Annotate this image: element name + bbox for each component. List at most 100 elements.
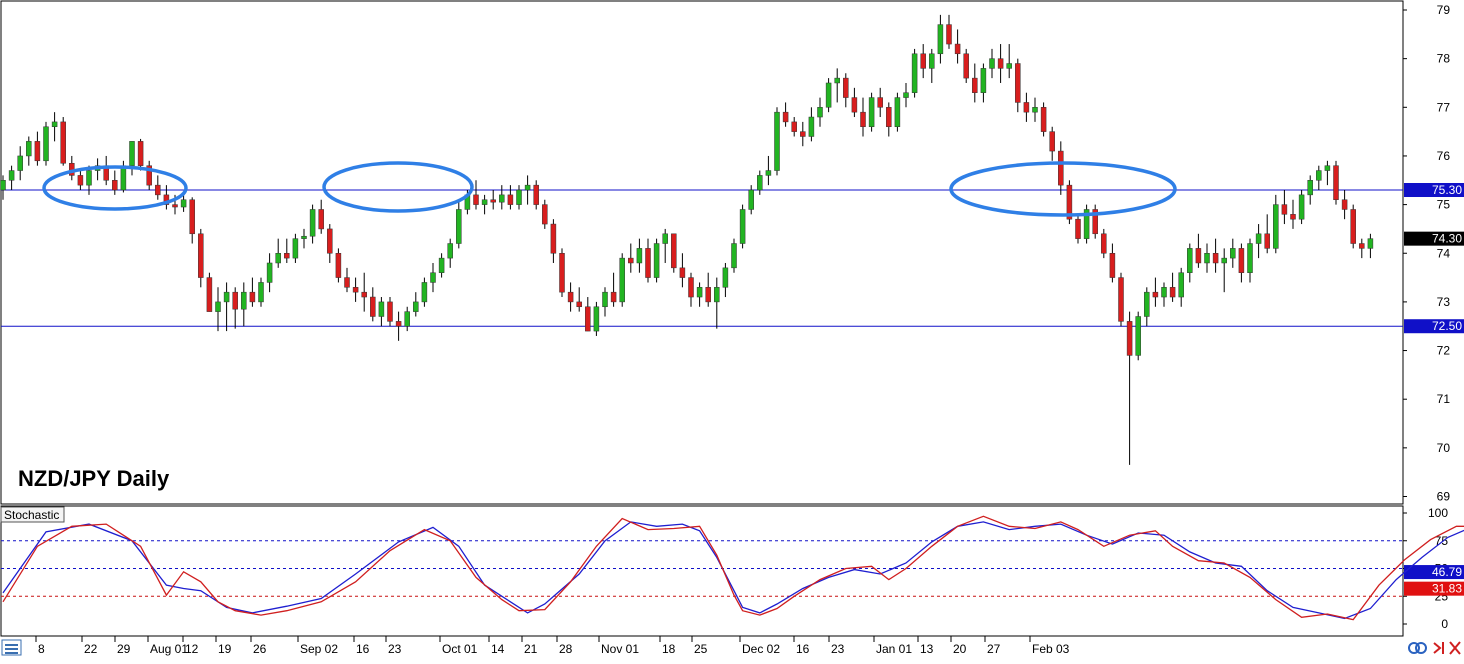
time-tick-label: 16: [356, 642, 370, 656]
candle-body: [1058, 151, 1063, 185]
candle-body: [1325, 166, 1330, 171]
candle-body: [878, 98, 883, 108]
candle-body: [336, 253, 341, 277]
candle-body: [353, 287, 358, 292]
candle-body: [990, 59, 995, 69]
candle-body: [87, 171, 92, 186]
menu-icon-bar: [5, 648, 18, 650]
candle-body: [706, 287, 711, 302]
candle-body: [1282, 205, 1287, 215]
stochastic-value-label: 46.79: [1432, 565, 1462, 579]
candle-body: [207, 278, 212, 312]
time-tick-label: Feb 03: [1032, 642, 1070, 656]
candle-body: [250, 292, 255, 302]
candle-body: [422, 282, 427, 301]
candle-body: [1248, 244, 1253, 273]
time-tick-label: 16: [796, 642, 810, 656]
candle-body: [388, 302, 393, 321]
price-tick-label: 78: [1437, 52, 1451, 66]
candle-body: [792, 122, 797, 132]
candle-body: [1316, 171, 1321, 181]
candle-body: [732, 244, 737, 268]
candle-body: [9, 171, 14, 181]
candle-body: [413, 302, 418, 312]
candle-body: [431, 273, 436, 283]
time-tick-label: Jan 01: [876, 642, 912, 656]
candle-body: [869, 98, 874, 127]
price-tick-label: 76: [1437, 149, 1451, 163]
candle-body: [1041, 107, 1046, 131]
candle-body: [835, 78, 840, 83]
candle-body: [714, 287, 719, 302]
candle-body: [921, 54, 926, 69]
candle-body: [345, 278, 350, 288]
time-tick-label: 14: [491, 642, 505, 656]
time-tick-label: 23: [388, 642, 402, 656]
stochastic-tick-label: 100: [1428, 506, 1448, 520]
candle-body: [482, 200, 487, 205]
time-tick-label: Sep 02: [300, 642, 338, 656]
price-tick-label: 72: [1437, 344, 1451, 358]
candle-body: [654, 244, 659, 278]
candle-body: [663, 234, 668, 244]
candle-body: [1256, 234, 1261, 244]
candle-body: [405, 312, 410, 327]
candle-body: [293, 239, 298, 258]
candle-body: [1239, 248, 1244, 272]
candle-body: [525, 185, 530, 190]
candle-body: [560, 253, 565, 292]
candle-body: [929, 54, 934, 69]
candle-body: [439, 258, 444, 273]
candle-body: [1050, 132, 1055, 151]
candle-body: [1170, 287, 1175, 297]
candle-body: [1265, 234, 1270, 249]
candle-body: [233, 292, 238, 309]
candle-body: [190, 200, 195, 234]
candle-body: [18, 156, 23, 171]
candle-body: [362, 292, 367, 297]
price-tick-label: 77: [1437, 100, 1451, 114]
candle-body: [216, 302, 221, 312]
candle-body: [1342, 200, 1347, 210]
candle-body: [1007, 64, 1012, 69]
candle-body: [585, 307, 590, 331]
candle-body: [766, 171, 771, 176]
candle-body: [938, 25, 943, 54]
candle-body: [680, 268, 685, 278]
price-tick-label: 70: [1437, 441, 1451, 455]
chart-title: NZD/JPY Daily: [18, 466, 170, 491]
candle-body: [1368, 239, 1373, 249]
candle-body: [757, 175, 762, 190]
candle-body: [1144, 292, 1149, 316]
candle-body: [181, 200, 186, 207]
candle-body: [800, 132, 805, 137]
time-tick-label: Dec 02: [742, 642, 780, 656]
candle-body: [448, 244, 453, 259]
time-tick-label: 12: [185, 642, 199, 656]
time-tick-label: Oct 01: [442, 642, 478, 656]
candle-body: [697, 287, 702, 297]
candle-body: [52, 122, 57, 127]
candle-body: [508, 195, 513, 205]
price-tick-label: 74: [1437, 246, 1451, 260]
candle-body: [319, 209, 324, 228]
candle-body: [904, 93, 909, 98]
candle-body: [138, 141, 143, 165]
menu-icon-bar: [5, 644, 18, 646]
candle-body: [551, 224, 556, 253]
candle-body: [981, 68, 986, 92]
candle-body: [1033, 107, 1038, 112]
candle-body: [740, 209, 745, 243]
candle-body: [370, 297, 375, 316]
candle-body: [1222, 258, 1227, 263]
time-tick-label: 13: [920, 642, 934, 656]
candle-body: [259, 282, 264, 301]
candle-body: [396, 321, 401, 326]
candle-body: [542, 205, 547, 224]
candle-body: [1291, 214, 1296, 219]
candle-body: [1110, 253, 1115, 277]
candle-body: [534, 185, 539, 204]
